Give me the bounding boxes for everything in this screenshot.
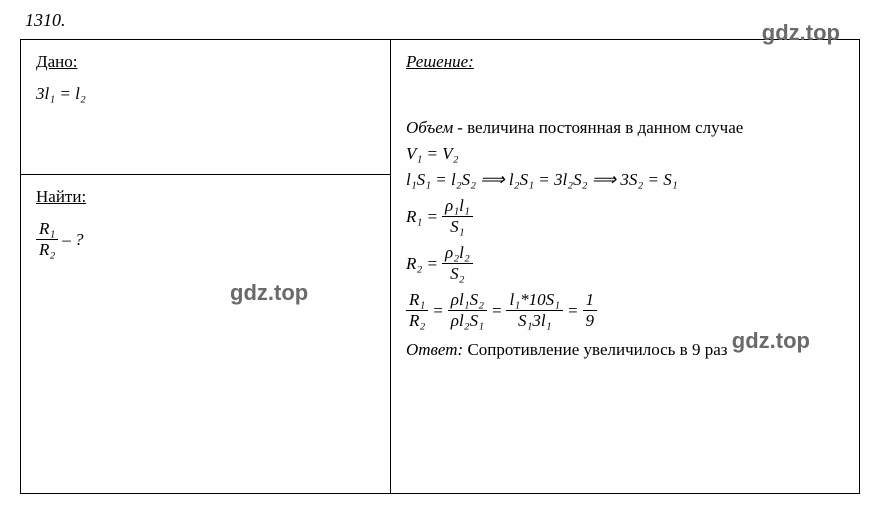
r1-den: S₁ xyxy=(442,217,473,237)
volume-label: Объем xyxy=(406,118,453,138)
equals-2: = xyxy=(491,301,502,321)
ratio-lhs-num: R₁ xyxy=(406,290,428,311)
solution-line1: V₁ = V₂ xyxy=(406,144,844,164)
watermark-3: gdz.top xyxy=(732,328,810,354)
solution-line2: l₁S₁ = l₂S₂ ⟹ l₂S₁ = 3l₂S₂ ⟹ 3S₂ = S₁ xyxy=(406,170,844,190)
find-title: Найти: xyxy=(36,187,375,207)
given-section: Дано: 3l₁ = l₂ xyxy=(21,40,390,175)
r1-equation: R₁ = ρ₁l₁ S₁ xyxy=(406,196,844,237)
given-title: Дано: xyxy=(36,52,375,72)
watermark-2: gdz.top xyxy=(230,280,308,306)
find-section: Найти: R₁ R₂ – ? xyxy=(21,175,390,493)
ratio-result-den: 9 xyxy=(583,311,598,331)
find-ratio-den: R₂ xyxy=(36,240,58,260)
r2-equation: R₂ = ρ₂l₂ S₂ xyxy=(406,243,844,284)
equals-3: = xyxy=(567,301,578,321)
answer-text: Сопротивление увеличилось в 9 раз xyxy=(467,340,727,359)
ratio-mid2-den: S₁3l₁ xyxy=(506,311,563,331)
r2-lhs: R₂ = xyxy=(406,254,438,274)
volume-text: - величина постоянная в данном случае xyxy=(457,118,743,138)
ratio-lhs-fraction: R₁ R₂ xyxy=(406,290,428,331)
ratio-mid1-den: ρl₂S₁ xyxy=(448,311,487,331)
volume-statement: Объем - величина постоянная в данном слу… xyxy=(406,118,844,138)
answer-label: Ответ: xyxy=(406,340,463,359)
ratio-mid1-num: ρl₁S₂ xyxy=(448,290,487,311)
given-equation: 3l₁ = l₂ xyxy=(36,84,375,104)
equals-1: = xyxy=(432,301,443,321)
r2-num: ρ₂l₂ xyxy=(442,243,473,264)
r2-den: S₂ xyxy=(442,264,473,284)
ratio-result-fraction: 1 9 xyxy=(583,290,598,331)
solution-title: Решение: xyxy=(406,52,844,72)
find-ratio: R₁ R₂ xyxy=(36,219,58,260)
find-suffix: – ? xyxy=(62,230,83,250)
ratio-result-num: 1 xyxy=(583,290,598,311)
r1-num: ρ₁l₁ xyxy=(442,196,473,217)
ratio-mid1-fraction: ρl₁S₂ ρl₂S₁ xyxy=(448,290,487,331)
ratio-mid2-fraction: l₁*10S₁ S₁3l₁ xyxy=(506,290,563,331)
find-expression: R₁ R₂ – ? xyxy=(36,219,375,260)
problem-number: 1310. xyxy=(25,10,860,31)
r1-lhs: R₁ = xyxy=(406,207,438,227)
problem-container: Дано: 3l₁ = l₂ Найти: R₁ R₂ – ? Решение:… xyxy=(20,39,860,494)
r2-fraction: ρ₂l₂ S₂ xyxy=(442,243,473,284)
solution-section: Решение: Объем - величина постоянная в д… xyxy=(391,40,859,493)
ratio-equation: R₁ R₂ = ρl₁S₂ ρl₂S₁ = l₁*10S₁ S₁3l₁ = 1 … xyxy=(406,290,844,331)
watermark-1: gdz.top xyxy=(762,20,840,46)
find-ratio-num: R₁ xyxy=(36,219,58,240)
ratio-mid2-num: l₁*10S₁ xyxy=(506,290,563,311)
ratio-lhs-den: R₂ xyxy=(406,311,428,331)
r1-fraction: ρ₁l₁ S₁ xyxy=(442,196,473,237)
left-column: Дано: 3l₁ = l₂ Найти: R₁ R₂ – ? xyxy=(21,40,391,493)
